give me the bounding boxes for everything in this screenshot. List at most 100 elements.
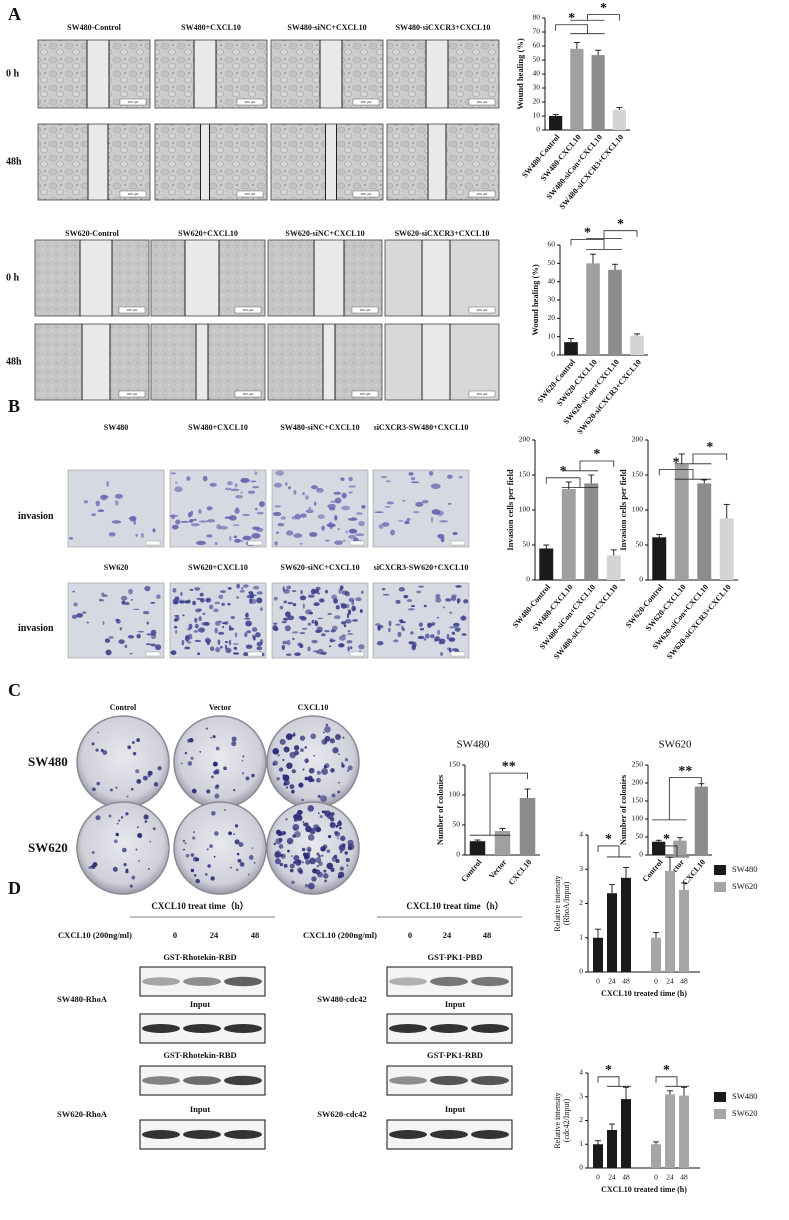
cell	[328, 645, 332, 648]
colony	[214, 831, 219, 836]
band	[224, 976, 262, 987]
blot-heading: CXCL10 treat time（h）	[406, 901, 503, 911]
cell	[358, 520, 365, 527]
colony	[115, 786, 118, 789]
x-tick-label: 24	[666, 1173, 674, 1182]
cell	[311, 639, 318, 644]
band	[430, 1024, 468, 1033]
cell	[381, 522, 390, 527]
cell	[407, 608, 415, 611]
colony	[307, 882, 315, 890]
bar	[539, 548, 554, 580]
cell	[281, 621, 287, 624]
colony	[293, 814, 299, 820]
cell	[461, 633, 467, 636]
cell	[230, 488, 240, 492]
legend-swatch	[714, 865, 726, 875]
colony	[306, 846, 312, 852]
cell	[221, 602, 225, 606]
cell	[206, 506, 213, 511]
cell	[68, 537, 74, 540]
cell	[331, 625, 338, 631]
cell	[72, 590, 75, 593]
y-tick-label: 40	[548, 276, 556, 285]
cell	[146, 633, 153, 636]
cell	[437, 629, 441, 636]
y-axis-label: Number of colonies	[618, 774, 628, 845]
cell	[410, 604, 416, 608]
y-axis-label: Wound healing (%)	[515, 38, 525, 109]
wound-gap	[428, 124, 446, 200]
colony	[298, 782, 304, 788]
y-tick-label: 200	[632, 778, 644, 787]
column-title: SW480-siCXCR3+CXCL10	[396, 23, 491, 32]
cell	[348, 485, 357, 488]
wound-gap	[422, 240, 450, 316]
panel-label: B	[8, 396, 20, 416]
colony	[136, 738, 141, 742]
colony	[325, 723, 329, 727]
y-tick-label: 70	[533, 27, 541, 36]
colony	[224, 809, 227, 811]
colony	[308, 767, 315, 774]
scale-bar-box	[145, 540, 161, 546]
cell	[341, 590, 349, 595]
cell	[206, 519, 216, 523]
band	[142, 1076, 180, 1085]
colony	[343, 844, 346, 847]
cell	[361, 590, 364, 594]
y-tick-label: 0	[639, 850, 643, 859]
significance-label: *	[673, 456, 680, 471]
cell	[232, 524, 240, 527]
bar	[621, 1099, 631, 1168]
cell	[329, 521, 333, 527]
cell	[312, 650, 319, 653]
cell	[346, 640, 353, 644]
colony	[274, 858, 281, 865]
colony	[223, 766, 227, 771]
cell	[339, 585, 344, 590]
cell	[293, 489, 297, 495]
cell	[256, 646, 263, 651]
cell	[323, 629, 330, 633]
cell	[393, 639, 399, 643]
cell	[175, 481, 178, 484]
cell	[137, 630, 145, 633]
cell	[124, 644, 128, 649]
colony	[272, 762, 276, 766]
colony	[347, 765, 353, 771]
cell	[280, 516, 286, 520]
cell	[175, 615, 180, 622]
cell	[334, 514, 338, 521]
column-title: SW480+CXCL10	[181, 23, 241, 32]
cell	[247, 490, 256, 494]
treatment-label: CXCL10 (200ng/ml)	[303, 930, 377, 940]
cell	[417, 635, 425, 640]
cell	[299, 595, 307, 601]
cell	[254, 507, 258, 511]
colony	[187, 761, 193, 766]
colony	[302, 821, 305, 823]
y-tick-label: 150	[632, 470, 644, 479]
cell	[445, 598, 452, 602]
cell	[404, 520, 410, 525]
scale-bar-label: 200 μm	[245, 192, 256, 196]
band	[471, 1130, 509, 1139]
colony	[321, 810, 325, 814]
colony	[251, 773, 255, 778]
colony	[131, 741, 135, 744]
scale-bar-label: 200 μm	[128, 192, 139, 196]
cell	[428, 623, 434, 627]
cell	[400, 621, 406, 624]
colony	[293, 732, 296, 734]
colony	[129, 884, 133, 888]
time-label: 0	[408, 930, 412, 940]
cell	[251, 627, 258, 632]
colony	[184, 751, 188, 755]
cell	[194, 617, 198, 623]
column-title: SW480+CXCL10	[188, 423, 248, 432]
colony	[300, 748, 304, 752]
colony	[95, 748, 99, 752]
cell	[187, 641, 192, 644]
cell	[124, 602, 130, 606]
